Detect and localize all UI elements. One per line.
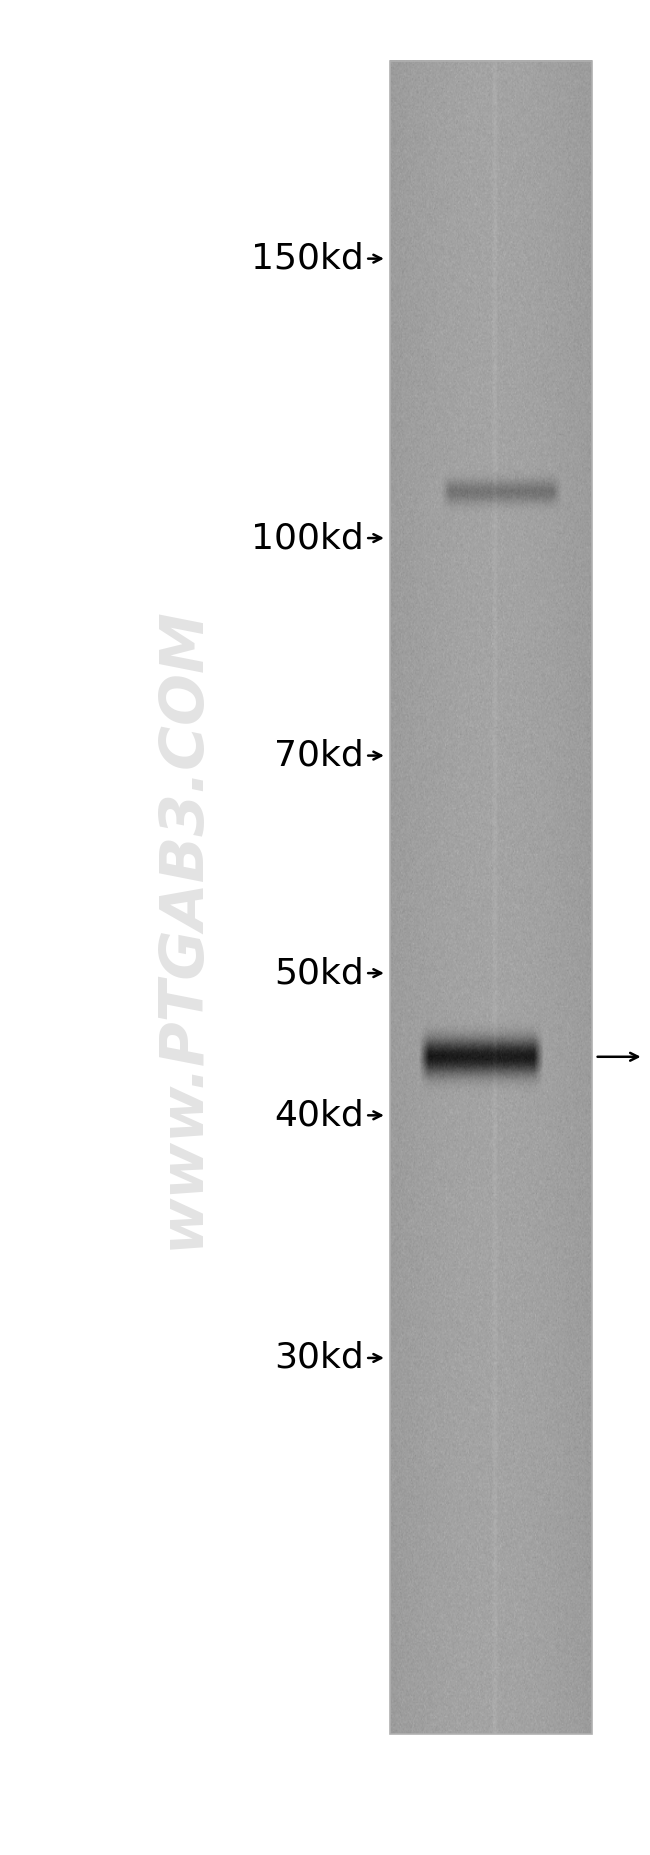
Text: 50kd: 50kd xyxy=(274,955,364,991)
Text: 70kd: 70kd xyxy=(274,738,364,772)
Text: 40kd: 40kd xyxy=(274,1098,364,1132)
Text: www.PTGAB3.COM: www.PTGAB3.COM xyxy=(153,607,211,1248)
Text: 100kd: 100kd xyxy=(252,521,364,555)
Text: 30kd: 30kd xyxy=(274,1341,364,1375)
Bar xyxy=(390,61,592,1734)
Text: 150kd: 150kd xyxy=(252,241,364,276)
